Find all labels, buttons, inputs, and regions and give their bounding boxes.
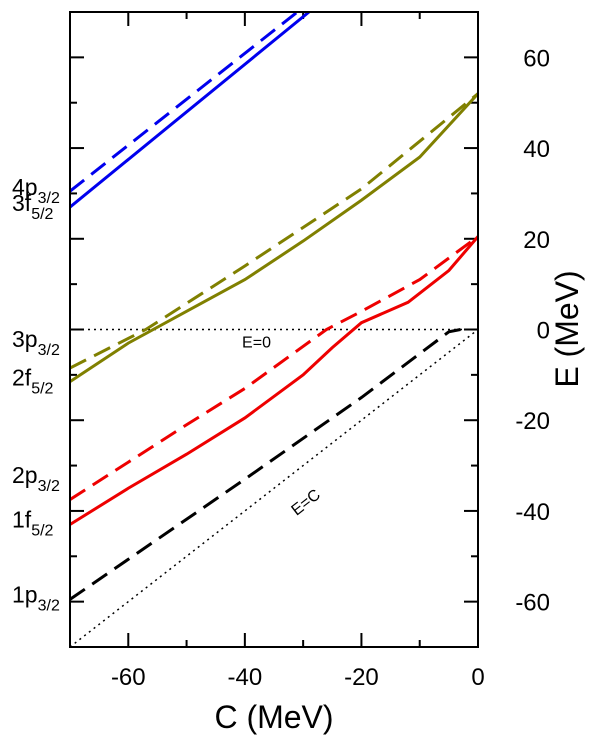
y-tick-label: -40 <box>515 499 550 526</box>
series-line <box>70 92 478 370</box>
level-sub: 3/2 <box>38 342 60 359</box>
series-line <box>70 328 461 601</box>
x-tick-label: -40 <box>228 664 263 691</box>
y-tick-label: 20 <box>523 227 550 254</box>
y-tick-label: 0 <box>537 318 550 345</box>
level-name: 1p <box>12 581 38 607</box>
series-line <box>70 235 478 501</box>
reference-line <box>70 328 478 647</box>
reference-label: E=0 <box>242 335 271 352</box>
y-tick-label: 60 <box>523 45 550 72</box>
x-axis-label: C (MeV) <box>214 699 333 735</box>
level-label: 2p3/2 <box>12 462 60 495</box>
level-label: 2f5/2 <box>12 365 54 398</box>
y-tick-label: -60 <box>515 590 550 617</box>
level-name: 4p <box>12 174 38 200</box>
level-label: 3p3/2 <box>12 326 60 359</box>
y-axis-label: E (MeV) <box>549 270 585 387</box>
level-sub: 3/2 <box>38 190 60 207</box>
level-label: 1f5/2 <box>12 507 54 540</box>
level-name: 2p <box>12 462 38 488</box>
level-name: 3f <box>12 190 32 216</box>
level-name: 3p <box>12 326 38 352</box>
level-sub: 5/2 <box>31 206 53 223</box>
level-label: 3f5/2 <box>12 190 54 223</box>
y-tick-label: 40 <box>523 136 550 163</box>
level-label: 1p3/2 <box>12 581 60 614</box>
level-label: 4p3/2 <box>12 174 60 207</box>
level-sub: 5/2 <box>31 523 53 540</box>
level-sub: 3/2 <box>38 597 60 614</box>
x-tick-label: -60 <box>111 664 146 691</box>
y-tick-label: -20 <box>515 408 550 435</box>
reference-label: E=C <box>289 486 324 519</box>
level-name: 1f <box>12 507 32 533</box>
series-line <box>70 235 478 526</box>
level-sub: 5/2 <box>31 381 53 398</box>
x-tick-label: 0 <box>471 664 484 691</box>
level-name: 2f <box>12 365 32 391</box>
series-line <box>70 12 299 193</box>
series-line <box>70 12 310 209</box>
level-sub: 3/2 <box>38 478 60 495</box>
x-tick-label: -20 <box>344 664 379 691</box>
plot-frame <box>69 11 479 648</box>
series-line <box>70 92 478 383</box>
